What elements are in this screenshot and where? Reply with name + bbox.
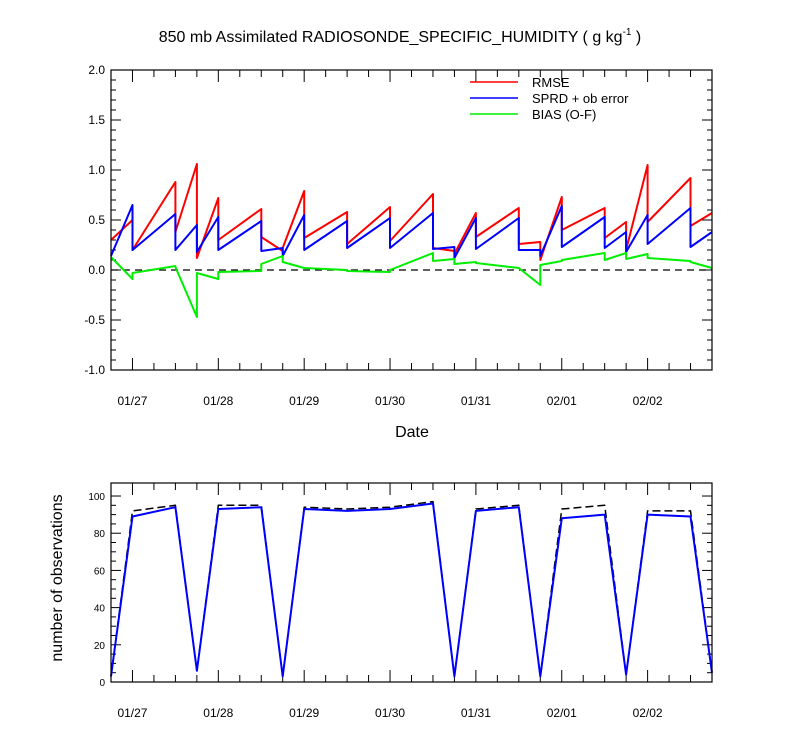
chart-title-main: 850 mb Assimilated RADIOSONDE_SPECIFIC_H…: [159, 29, 623, 46]
bottom-series-group: [110, 500, 713, 678]
x-tick-label: 02/02: [633, 706, 663, 720]
y-tick-label: -1.0: [84, 363, 105, 377]
y-tick-label: 0.0: [88, 263, 105, 277]
chart-title: 850 mb Assimilated RADIOSONDE_SPECIFIC_H…: [159, 27, 642, 46]
y-tick-label: 60: [94, 566, 106, 577]
top-panel: -1.0-0.50.00.51.01.52.0 01/27 01/28 01/29 0…: [84, 63, 713, 441]
bottom-x-tick-labels: 01/27 01/28 01/29 01/30 01/31 02/01 02/02: [117, 706, 662, 720]
bottom-panel-frame: [110, 482, 713, 683]
top-panel-frame: [110, 69, 713, 371]
legend-label-bias: BIAS (O-F): [532, 107, 596, 122]
top-series-group: [110, 163, 713, 318]
legend-label-sprd: SPRD + ob error: [532, 91, 629, 106]
bottom-panel: 0 20 40 60 80 100 01/27 01/28 01/29 01/30 01/31 02…: [49, 482, 713, 720]
chart-title-superscript: -1: [623, 27, 632, 38]
x-tick-label: 02/01: [547, 706, 577, 720]
y-tick-label: 100: [88, 492, 105, 503]
bottom-y-tick-labels: 0 20 40 60 80 100: [88, 492, 105, 689]
legend-label-rmse: RMSE: [532, 75, 570, 90]
legend: RMSE SPRD + ob error BIAS (O-F): [470, 75, 629, 122]
y-tick-label: 2.0: [88, 63, 105, 77]
x-tick-label: 01/27: [117, 706, 147, 720]
x-tick-label: 01/30: [375, 706, 405, 720]
x-tick-label: 01/30: [375, 394, 405, 408]
x-tick-label: 02/01: [547, 394, 577, 408]
y-tick-label: 80: [94, 529, 106, 540]
x-tick-label: 01/31: [461, 706, 491, 720]
y-tick-label: 1.0: [88, 163, 105, 177]
y-tick-label: 0: [99, 678, 105, 689]
y-tick-label: 0.5: [88, 213, 105, 227]
y-tick-label: 1.5: [88, 113, 105, 127]
x-tick-label: 01/29: [289, 706, 319, 720]
x-tick-label: 01/31: [461, 394, 491, 408]
chart-title-end: ): [631, 29, 641, 46]
top-panel-ticks: [110, 69, 713, 371]
series-line-sprd-ob-error: [110, 204, 713, 259]
x-tick-label: 01/27: [117, 394, 147, 408]
top-y-tick-labels: -1.0 -0.5 0.0 0.5 1.0 1.5 2.0: [84, 63, 105, 377]
x-tick-label: 02/02: [633, 394, 663, 408]
x-tick-label: 01/28: [203, 706, 233, 720]
top-x-axis-title: Date: [395, 424, 429, 441]
top-x-tick-labels: 01/27 01/28 01/29 01/30 01/31 02/01 02/02: [117, 394, 662, 408]
bottom-y-axis-title: number of observations: [49, 494, 66, 661]
y-tick-label: 20: [94, 641, 106, 652]
series-line-bias-o-f: [110, 252, 713, 318]
series-line-assimilated: [110, 502, 713, 678]
x-tick-label: 01/29: [289, 394, 319, 408]
bottom-panel-ticks: [110, 483, 713, 683]
x-tick-label: 01/28: [203, 394, 233, 408]
y-tick-label: 40: [94, 604, 106, 615]
y-tick-label: -0.5: [84, 313, 105, 327]
